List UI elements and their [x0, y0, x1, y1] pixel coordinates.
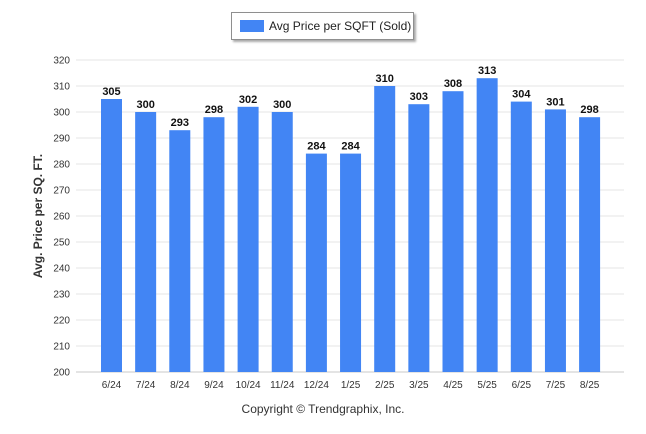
y-tick-label: 270 [53, 186, 70, 197]
bars [101, 78, 601, 373]
bar [203, 117, 225, 372]
x-tick-label: 4/25 [443, 380, 463, 391]
data-label: 300 [136, 99, 154, 111]
x-tick-label: 6/25 [512, 380, 532, 391]
data-label: 304 [512, 89, 531, 101]
y-tick-labels: 200 210 220 230 240 250 260 270 280 290 300 310 320 [53, 56, 70, 379]
data-label: 305 [102, 86, 120, 98]
bar [374, 86, 396, 372]
y-tick-label: 250 [53, 238, 70, 249]
bar [169, 130, 191, 372]
x-tick-label: 8/24 [170, 380, 190, 391]
bar [237, 106, 259, 373]
x-tick-label: 10/24 [236, 380, 261, 391]
data-label: 303 [410, 91, 428, 103]
y-tick-label: 320 [53, 56, 70, 67]
x-tick-label: 8/25 [580, 380, 600, 391]
bar [101, 99, 122, 372]
data-label: 284 [307, 141, 326, 153]
data-label: 313 [478, 65, 496, 77]
y-tick-label: 230 [53, 290, 70, 301]
data-label: 293 [171, 117, 189, 129]
bar [579, 117, 601, 372]
x-tick-label: 7/25 [546, 380, 566, 391]
legend-swatch [240, 20, 264, 32]
data-label: 300 [273, 99, 291, 111]
x-tick-label: 1/25 [341, 380, 361, 391]
y-tick-label: 240 [53, 264, 70, 275]
data-label: 308 [444, 78, 462, 90]
x-tick-label: 6/24 [102, 380, 122, 391]
legend-label: Avg Price per SQFT (Sold) [269, 19, 412, 33]
y-tick-label: 210 [53, 342, 70, 353]
data-labels: 305 300 293 298 302 300 284 284 310 303 308 313 304 3… [102, 65, 598, 152]
y-tick-label: 290 [53, 134, 70, 145]
data-label: 301 [546, 96, 564, 108]
x-tick-label: 5/25 [477, 380, 497, 391]
bar [442, 91, 464, 372]
y-tick-label: 300 [53, 108, 70, 119]
y-tick-label: 220 [53, 316, 70, 327]
x-tick-label: 3/25 [409, 380, 429, 391]
y-tick-label: 310 [53, 82, 70, 93]
bar [340, 153, 362, 372]
chart-legend: Avg Price per SQFT (Sold) [231, 12, 414, 40]
bar [408, 104, 430, 372]
bar [135, 112, 157, 372]
data-label: 284 [341, 141, 360, 153]
x-tick-label: 9/24 [204, 380, 224, 391]
bar [305, 153, 327, 372]
bar [510, 101, 532, 372]
x-tick-label: 2/25 [375, 380, 395, 391]
y-tick-label: 200 [53, 368, 70, 379]
data-label: 302 [239, 94, 257, 106]
x-tick-labels: 6/24 7/24 8/24 9/24 10/24 11/24 12/24 1/25 2/25 3… [102, 380, 600, 391]
x-tick-label: 11/24 [270, 380, 295, 391]
data-label: 298 [205, 104, 223, 116]
bar [271, 112, 293, 372]
y-tick-label: 260 [53, 212, 70, 223]
bar [476, 78, 498, 372]
copyright-text: Copyright © Trendgraphix, Inc. [241, 402, 405, 416]
bar [544, 109, 566, 373]
x-tick-label: 7/24 [136, 380, 156, 391]
data-label: 298 [580, 104, 598, 116]
y-tick-label: 280 [53, 160, 70, 171]
x-tick-label: 12/24 [304, 380, 329, 391]
data-label: 310 [376, 73, 394, 85]
